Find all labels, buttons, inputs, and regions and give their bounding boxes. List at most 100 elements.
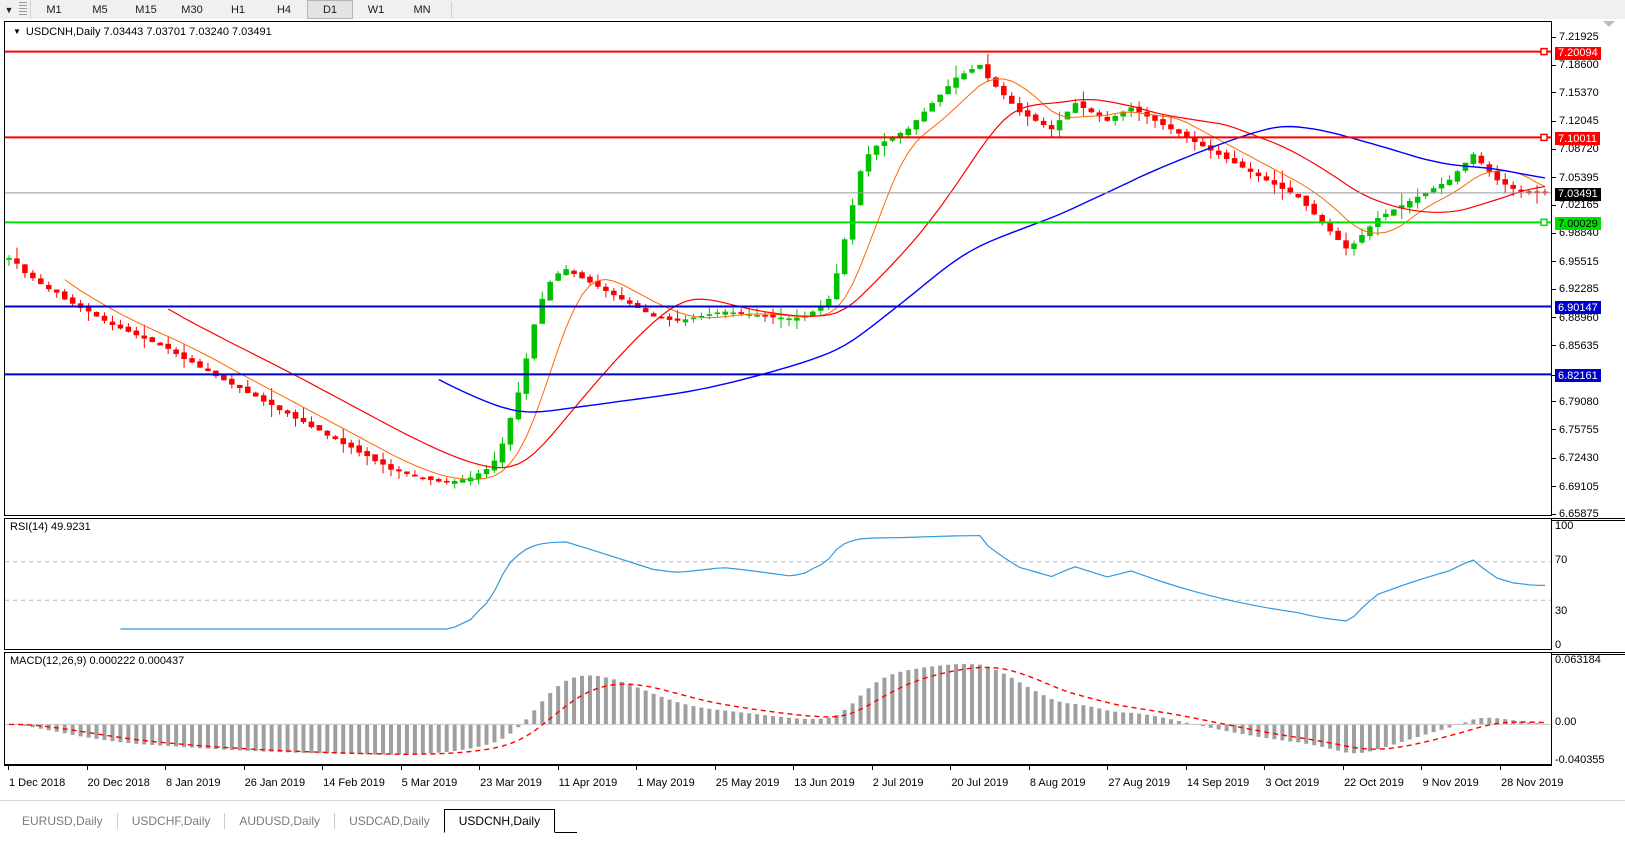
timeframe-button-h1[interactable]: H1 bbox=[230, 3, 246, 16]
date-tick-mark bbox=[1107, 765, 1109, 770]
price-tick-label: 6.98840 bbox=[1559, 227, 1599, 240]
price-scale[interactable]: 7.21925 7.18600 7.15370 7.12045 7.08720 7.053… bbox=[1552, 21, 1625, 766]
price-level-badge-blue[interactable]: 6.90147 bbox=[1555, 301, 1601, 315]
price-tick-label: 6.88960 bbox=[1559, 311, 1599, 324]
tick-mark-icon bbox=[1552, 288, 1556, 290]
rsi-chart-canvas[interactable] bbox=[5, 519, 1551, 649]
price-tick-label: 7.21925 bbox=[1559, 31, 1599, 43]
date-tick-mark bbox=[243, 765, 245, 770]
date-tick-mark bbox=[950, 765, 952, 770]
support-line-700029-handle[interactable] bbox=[1540, 218, 1548, 227]
tick-mark-icon bbox=[1552, 148, 1556, 150]
price-tick-label: 6.65875 bbox=[1559, 508, 1599, 520]
tick-mark-icon bbox=[1552, 120, 1556, 122]
timeframe-button-m1[interactable]: M1 bbox=[46, 3, 62, 16]
chart-tab-usdchf[interactable]: USDCHF,Daily bbox=[131, 814, 211, 828]
price-tick: 7.05395 bbox=[1552, 172, 1599, 184]
tick-mark-icon bbox=[1552, 345, 1556, 347]
scroll-caret-icon[interactable] bbox=[1603, 21, 1615, 27]
scale-divider bbox=[1552, 652, 1625, 653]
date-tick-mark bbox=[1342, 765, 1344, 770]
candlestick-series bbox=[6, 53, 1548, 489]
timeframe-button-d1[interactable]: D1 bbox=[307, 0, 353, 19]
chart-tab-audusd[interactable]: AUDUSD,Daily bbox=[239, 814, 321, 828]
date-tick-label: 23 Mar 2019 bbox=[480, 777, 542, 789]
scale-divider bbox=[1552, 520, 1625, 521]
date-tick-label: 2 Jul 2019 bbox=[872, 777, 924, 789]
date-tick-label: 1 May 2019 bbox=[637, 777, 695, 789]
chart-area[interactable]: ▼ USDCNH,Daily 7.03443 7.03701 7.03240 7… bbox=[0, 19, 1625, 800]
drag-grip-icon[interactable] bbox=[19, 2, 27, 17]
chart-tab-usdcad[interactable]: USDCAD,Daily bbox=[349, 814, 430, 828]
chart-tab-eurusd[interactable]: EURUSD,Daily bbox=[22, 814, 103, 828]
symbol-header-text: USDCNH,Daily 7.03443 7.03701 7.03240 7.0… bbox=[25, 26, 272, 38]
chart-tab-bar: EURUSD,Daily USDCHF,Daily AUDUSD,Daily USDC… bbox=[0, 800, 1625, 843]
tab-separator bbox=[224, 813, 226, 829]
toolbar: ▼ M1 M5 M15 M30 H1 H4 D1 W1 MN bbox=[0, 0, 1625, 20]
rsi-tick-label: 0 bbox=[1555, 639, 1562, 651]
price-tick: 6.75755 bbox=[1552, 424, 1599, 436]
price-chart-canvas[interactable] bbox=[5, 22, 1551, 515]
macd-chart-canvas[interactable] bbox=[5, 653, 1551, 764]
date-tick-mark bbox=[322, 765, 324, 770]
date-tick-mark bbox=[1500, 765, 1501, 770]
tick-mark-icon bbox=[1552, 92, 1556, 94]
ma-slow-line bbox=[438, 125, 1546, 413]
date-tick-mark bbox=[479, 765, 481, 770]
date-tick-label: 20 Dec 2018 bbox=[87, 777, 150, 789]
price-tick-label: 7.05395 bbox=[1559, 171, 1599, 184]
tick-mark-icon bbox=[1552, 204, 1556, 206]
timeframe-button-w1[interactable]: W1 bbox=[367, 3, 385, 16]
tick-mark-icon bbox=[1552, 429, 1556, 431]
resistance-line-720094-handle[interactable] bbox=[1540, 47, 1548, 56]
date-tick-mark bbox=[793, 765, 795, 770]
chart-tab-usdcnh[interactable]: USDCNH,Daily bbox=[443, 809, 556, 833]
resistance-line-710011-handle[interactable] bbox=[1540, 133, 1548, 142]
timeframe-button-h4[interactable]: H4 bbox=[276, 3, 292, 16]
price-panel[interactable]: ▼ USDCNH,Daily 7.03443 7.03701 7.03240 7… bbox=[4, 21, 1552, 516]
price-tick: 6.69105 bbox=[1552, 481, 1599, 493]
rsi-line bbox=[120, 534, 1546, 630]
timeframe-button-mn[interactable]: MN bbox=[413, 3, 431, 16]
price-level-badge-green[interactable]: 7.00029 bbox=[1555, 217, 1601, 231]
date-tick-label: 13 Jun 2019 bbox=[794, 777, 855, 789]
chart-tabs: EURUSD,Daily USDCHF,Daily AUDUSD,Daily USDC… bbox=[8, 809, 578, 833]
macd-label: MACD(12,26,9) 0.000222 0.000437 bbox=[10, 655, 185, 667]
date-tick-mark bbox=[557, 765, 559, 770]
price-tick: 7.12045 bbox=[1552, 115, 1599, 127]
price-tick-label: 7.18600 bbox=[1559, 59, 1599, 72]
date-tick-mark bbox=[1028, 765, 1030, 770]
date-tick-label: 9 Nov 2019 bbox=[1422, 777, 1479, 789]
price-level-badge-blue[interactable]: 6.82161 bbox=[1555, 369, 1601, 383]
tab-bar-divider bbox=[0, 800, 1625, 801]
tick-mark-icon bbox=[1552, 36, 1556, 38]
rsi-tick-label: 30 bbox=[1555, 605, 1568, 618]
timeframe-button-m30[interactable]: M30 bbox=[181, 3, 203, 16]
triangle-down-icon[interactable]: ▼ bbox=[13, 27, 21, 36]
price-tick-label: 7.12045 bbox=[1559, 115, 1599, 128]
price-level-badge-red[interactable]: 7.20094 bbox=[1555, 46, 1601, 60]
macd-histogram bbox=[7, 664, 1547, 755]
tick-mark-icon bbox=[1552, 64, 1556, 66]
date-tick-mark bbox=[871, 765, 873, 770]
timeframe-button-m15[interactable]: M15 bbox=[135, 3, 157, 16]
price-tick: 6.72430 bbox=[1552, 452, 1599, 464]
tick-mark-icon bbox=[1552, 486, 1556, 487]
symbol-header: ▼ USDCNH,Daily 7.03443 7.03701 7.03240 7… bbox=[13, 26, 272, 38]
tab-bar-tail bbox=[555, 809, 578, 833]
price-tick: 6.79080 bbox=[1552, 396, 1599, 408]
date-tick-label: 22 Oct 2019 bbox=[1343, 777, 1404, 789]
date-tick-mark bbox=[86, 765, 88, 770]
price-tick-label: 6.79080 bbox=[1559, 395, 1599, 408]
tick-mark-icon bbox=[1552, 457, 1556, 459]
timeframe-button-m5[interactable]: M5 bbox=[92, 3, 108, 16]
date-tick-mark bbox=[1185, 765, 1187, 770]
price-level-badge-black[interactable]: 7.03491 bbox=[1555, 187, 1601, 201]
rsi-panel[interactable]: RSI(14) 49.9231 bbox=[4, 518, 1552, 650]
price-level-badge-red[interactable]: 7.10011 bbox=[1555, 132, 1600, 146]
date-tick-mark bbox=[8, 765, 9, 770]
rsi-label: RSI(14) 49.9231 bbox=[10, 521, 91, 533]
chevron-down-icon[interactable]: ▼ bbox=[4, 4, 14, 15]
macd-panel[interactable]: MACD(12,26,9) 0.000222 0.000437 bbox=[4, 652, 1552, 765]
date-tick-label: 11 Apr 2019 bbox=[558, 777, 618, 789]
